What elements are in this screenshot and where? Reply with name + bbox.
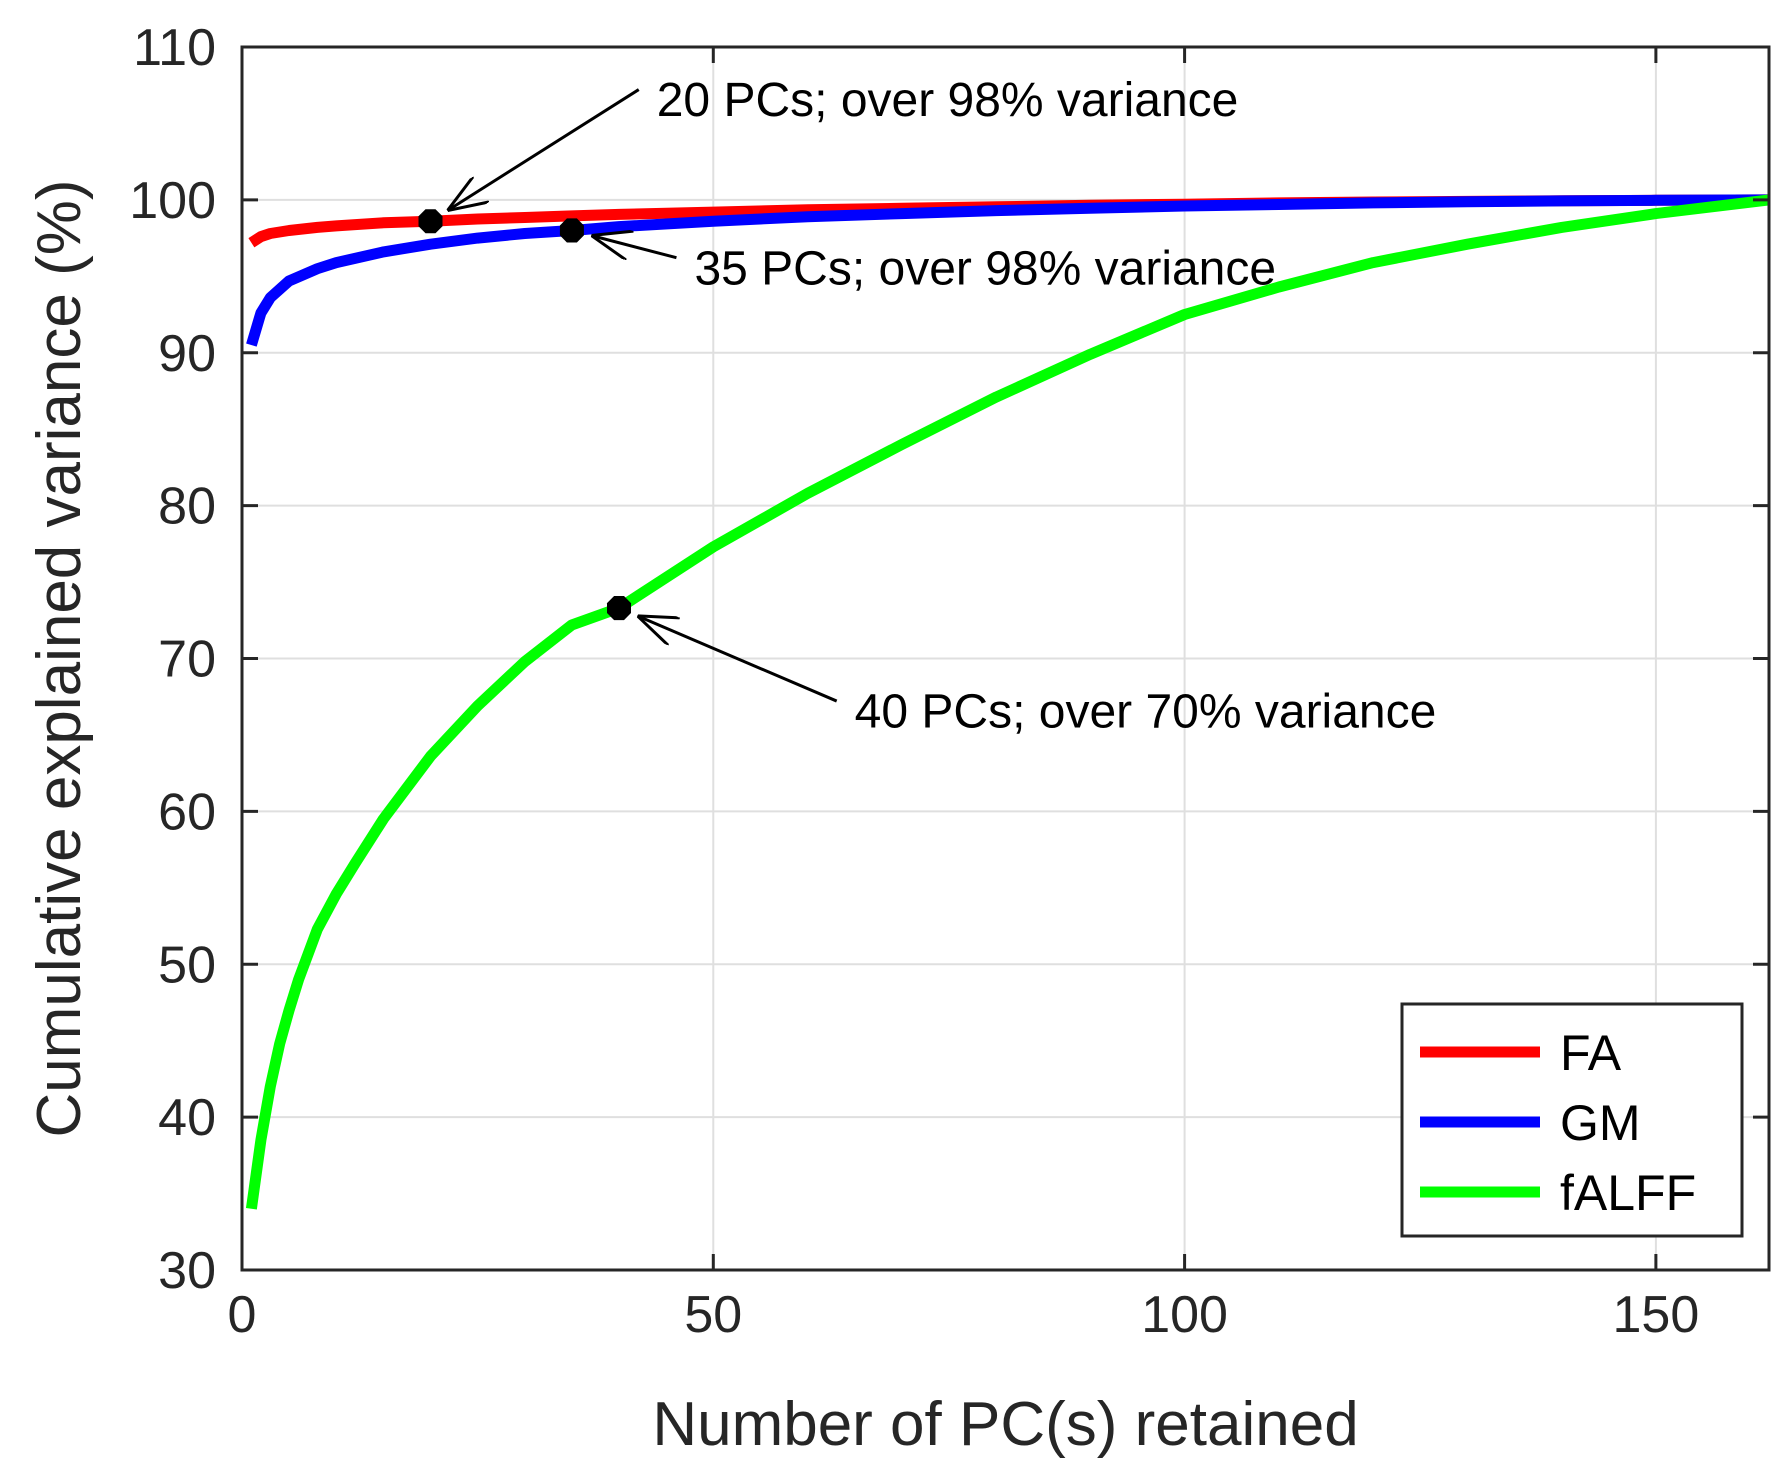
y-tick-label: 70 (158, 631, 216, 689)
x-tick-label: 0 (228, 1286, 257, 1344)
series-line-gm (246, 194, 1770, 347)
annotation-text: 20 PCs; over 98% variance (657, 74, 1239, 127)
annotations-group: 20 PCs; over 98% variance 35 PCs; over 98… (447, 74, 1436, 739)
x-tick-label: 150 (1613, 1286, 1700, 1344)
y-tick-label: 60 (158, 783, 216, 841)
legend: FA GM fALFF (1400, 1002, 1744, 1238)
y-tick-label: 50 (158, 936, 216, 994)
y-tick-label: 80 (158, 478, 216, 536)
x-tick-label: 100 (1141, 1286, 1228, 1344)
y-tick-label: 30 (158, 1242, 216, 1300)
legend-label-fa: FA (1560, 1025, 1622, 1081)
grid (241, 46, 1769, 1271)
annotation-arrow (591, 235, 677, 257)
annotation-arrow (447, 88, 640, 211)
marker-gm (559, 218, 584, 243)
series-line-falff (245, 194, 1770, 1210)
legend-label-falff: fALFF (1560, 1165, 1696, 1221)
annotation-arrow (637, 616, 838, 703)
tick-labels: 0 50 100 150 30 40 50 60 70 80 90 100 110 (129, 19, 1699, 1344)
y-tick-label: 110 (133, 19, 216, 77)
annotation-text: 40 PCs; over 70% variance (855, 686, 1437, 739)
series-group (245, 194, 1770, 1210)
y-tick-label: 100 (129, 172, 216, 230)
y-axis-label: Cumulative explained variance (%) (25, 179, 94, 1137)
legend-label-gm: GM (1560, 1095, 1641, 1151)
axes (240, 45, 1771, 1272)
marker-falff (607, 596, 631, 621)
annotation-text: 35 PCs; over 98% variance (694, 242, 1276, 295)
y-tick-label: 40 (158, 1089, 216, 1147)
y-tick-label: 90 (158, 325, 216, 383)
marker-fa (418, 209, 443, 234)
x-tick-label: 50 (684, 1286, 742, 1344)
markers-group (418, 209, 631, 621)
x-axis-label: Number of PC(s) retained (652, 1390, 1358, 1459)
